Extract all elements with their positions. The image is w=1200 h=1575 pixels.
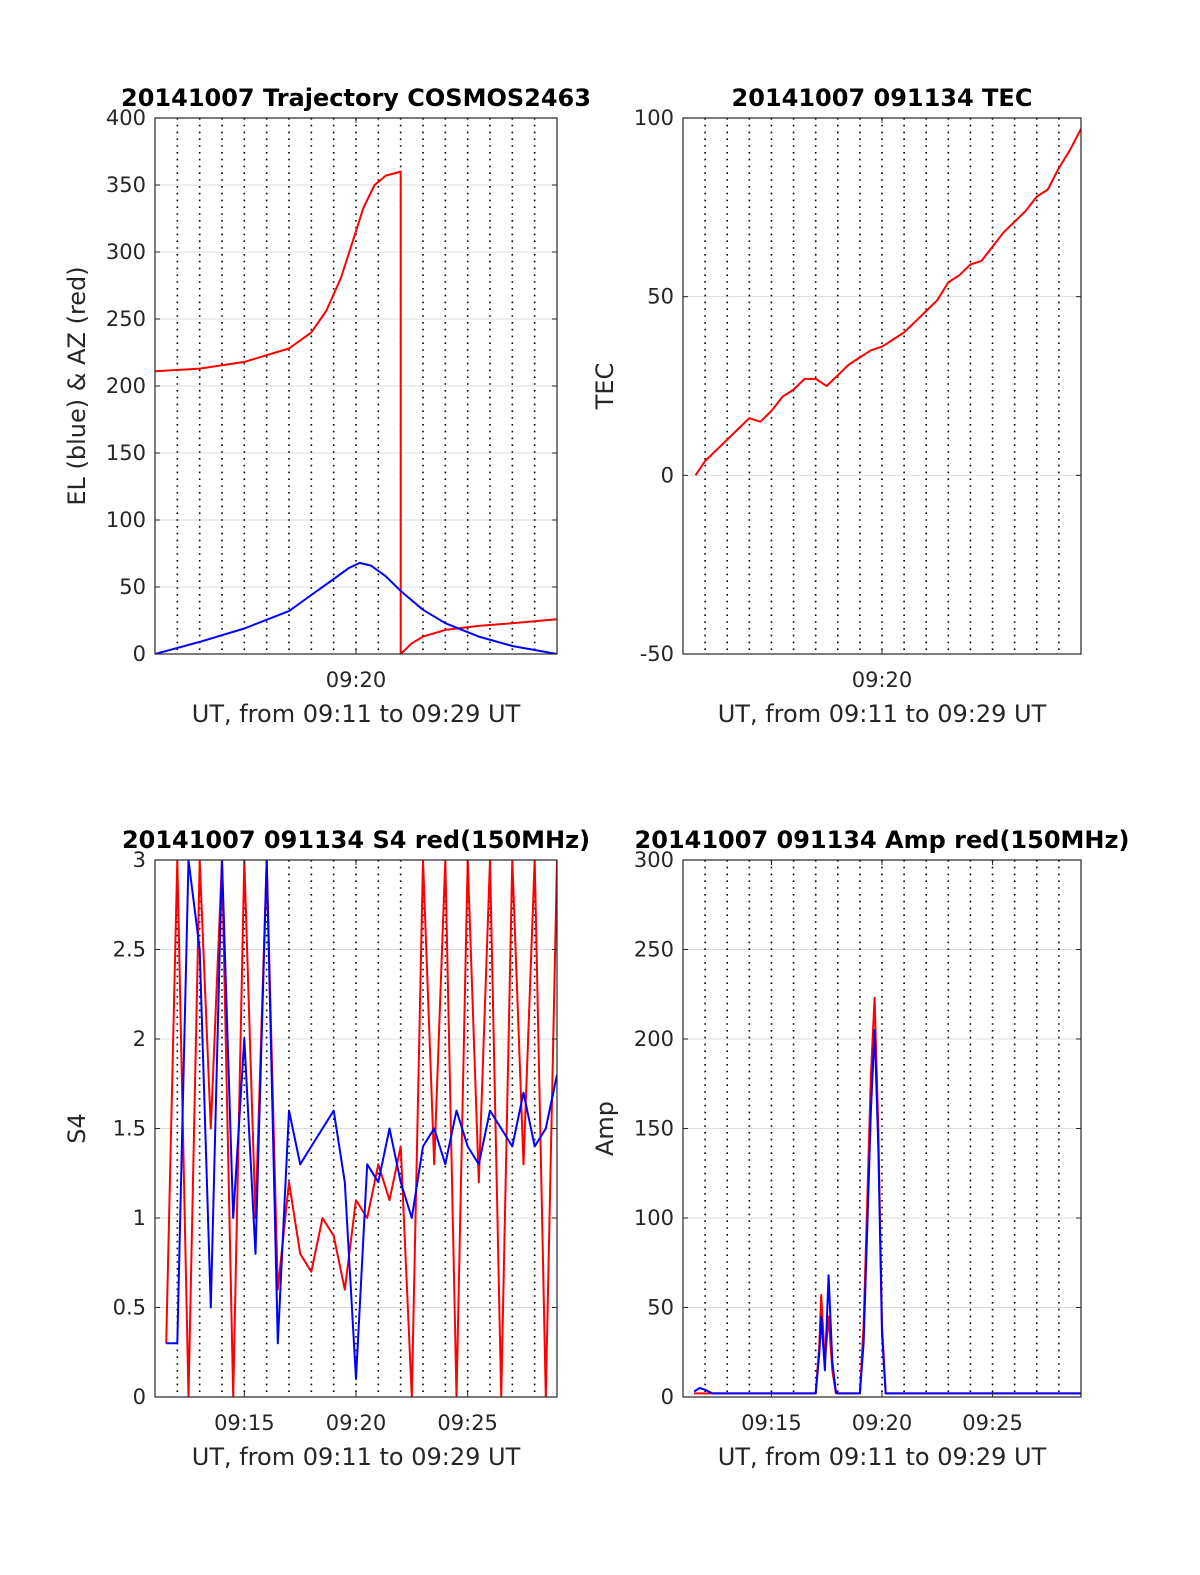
y-tick-label: 350 [106,173,146,197]
y-tick-label: 200 [634,1027,674,1051]
y-tick-label: 0 [661,1385,674,1409]
series-red-line [694,128,1081,476]
y-axis-label: Amp [591,1101,619,1156]
y-tick-label: 0 [661,463,674,487]
y-tick-label: 100 [634,1206,674,1230]
x-axis-label: UT, from 09:11 to 09:29 UT [718,1443,1047,1471]
series-blue-line [166,860,557,1381]
x-axis-label: UT, from 09:11 to 09:29 UT [718,700,1047,728]
x-tick-label: 09:20 [326,1411,387,1435]
series-blue-line [155,561,557,654]
x-axis-label: UT, from 09:11 to 09:29 UT [192,700,521,728]
y-tick-label: 0.5 [113,1296,146,1320]
series-red-line [155,170,557,654]
y-tick-label: 250 [634,938,674,962]
tec-chart: -50 0 50 100 09:20 20141007 091134 TEC UT, fro… [591,84,1082,728]
y-tick-label: 300 [106,240,146,264]
chart-title: 20141007 091134 TEC [732,84,1033,112]
series-blue-line [693,1029,1081,1395]
y-tick-label: 2.5 [113,938,146,962]
y-tick-label: 200 [106,374,146,398]
x-tick-label: 09:20 [852,1411,913,1435]
y-tick-label: 50 [647,285,674,309]
x-tick-label: 09:20 [852,668,913,692]
chart-title: 20141007 Trajectory COSMOS2463 [121,84,591,112]
s4-chart: 0 0.5 1 1.5 2 2.5 3 09:15 09:20 09:25 20141007 091… [63,826,590,1471]
x-tick-label: 09:15 [214,1411,275,1435]
x-tick-label: 09:25 [962,1411,1023,1435]
x-tick-label: 09:15 [741,1411,802,1435]
amplitude-chart: 0 50 100 150 200 250 300 09:15 09:20 09:25 2014100… [591,826,1129,1471]
y-tick-label: 150 [634,1117,674,1141]
y-tick-label: 1.5 [113,1117,146,1141]
y-tick-label: 50 [119,575,146,599]
y-tick-label: 100 [106,508,146,532]
chart-title: 20141007 091134 S4 red(150MHz) [122,826,590,854]
x-axis-label: UT, from 09:11 to 09:29 UT [192,1443,521,1471]
x-tick-label: 09:25 [437,1411,498,1435]
y-tick-label: 150 [106,441,146,465]
y-tick-label: 3 [133,848,146,872]
y-tick-label: 50 [647,1296,674,1320]
y-tick-label: 0 [133,1385,146,1409]
y-tick-label: 300 [634,848,674,872]
y-axis-label: TEC [591,363,619,411]
y-tick-label: 1 [133,1206,146,1230]
y-tick-label: 400 [106,106,146,130]
y-axis-label: S4 [63,1113,91,1144]
y-tick-label: 250 [106,307,146,331]
x-tick-label: 09:20 [326,668,387,692]
y-tick-label: 100 [634,106,674,130]
series-red-line [165,860,557,1397]
trajectory-chart: 0 50 100 150 200 250 300 350 400 09:20 20141007 Tr… [63,84,591,728]
y-tick-label: -50 [640,642,674,666]
y-tick-label: 0 [133,642,146,666]
y-tick-label: 2 [133,1027,146,1051]
y-axis-label: EL (blue) & AZ (red) [63,266,91,505]
chart-title: 20141007 091134 Amp red(150MHz) [635,826,1130,854]
